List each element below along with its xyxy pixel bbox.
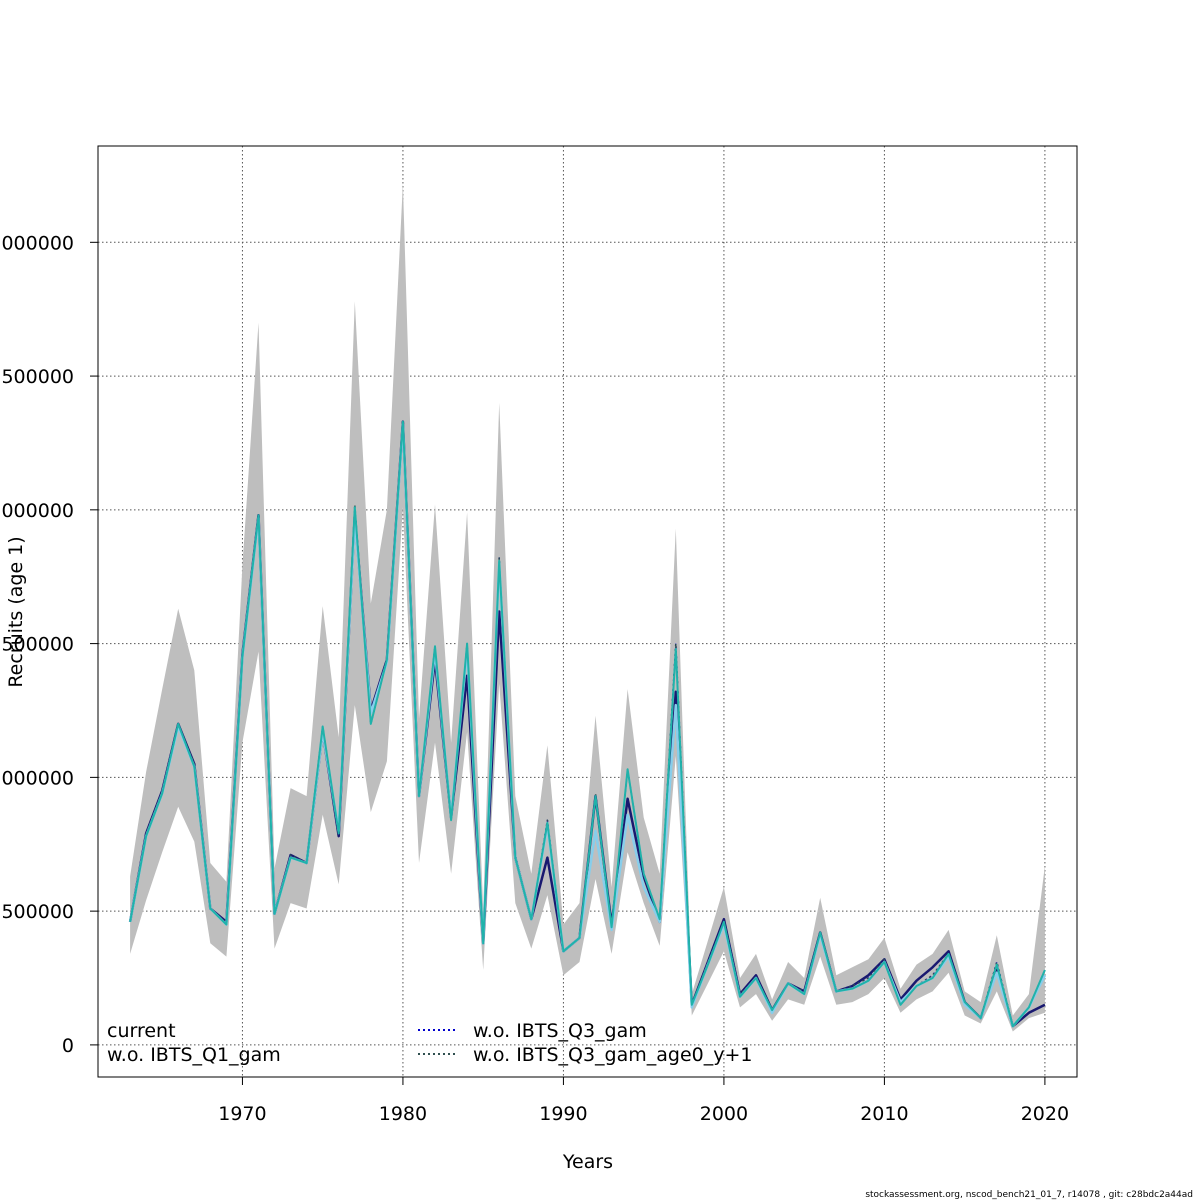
x-tick-label: 1990 xyxy=(539,1103,587,1125)
y-tick-label: 2500000 xyxy=(0,366,74,388)
series-line-overlay xyxy=(129,420,1046,1028)
x-tick-label: 2000 xyxy=(700,1103,748,1125)
y-axis-title: Recruits (age 1) xyxy=(5,536,27,687)
y-tick-label: 0 xyxy=(62,1035,74,1057)
legend-label: w.o. IBTS_Q3_gam_age0_y+1 xyxy=(473,1044,753,1066)
x-tick-label: 2020 xyxy=(1021,1103,1069,1125)
y-tick-label: 1000000 xyxy=(0,767,74,789)
y-axis: 0 500000 1000000 1500000 2000000 2500000 30000… xyxy=(0,232,98,1057)
confidence-band xyxy=(130,183,1045,1032)
x-axis-title: Years xyxy=(562,1151,613,1173)
y-tick-label: 500000 xyxy=(1,901,74,923)
y-tick-label: 3000000 xyxy=(0,232,74,254)
x-tick-label: 1980 xyxy=(379,1103,427,1125)
x-axis: 1970 1980 1990 2000 2010 2020 xyxy=(218,1077,1069,1125)
y-tick-label: 2000000 xyxy=(0,500,74,522)
y-tick-label: 1500000 xyxy=(0,634,74,656)
legend-label: w.o. IBTS_Q3_gam xyxy=(473,1020,647,1042)
legend-label: w.o. IBTS_Q1_gam xyxy=(107,1044,281,1066)
x-tick-label: 2010 xyxy=(860,1103,908,1125)
plot-frame xyxy=(97,145,1078,1078)
series-lines xyxy=(128,420,1047,1028)
legend-label: current xyxy=(107,1020,176,1042)
confidence-band-area xyxy=(130,183,1045,1032)
x-tick-label: 1970 xyxy=(218,1103,266,1125)
footer-note: stockassessment.org, nscod_bench21_01_7,… xyxy=(865,1190,1193,1200)
